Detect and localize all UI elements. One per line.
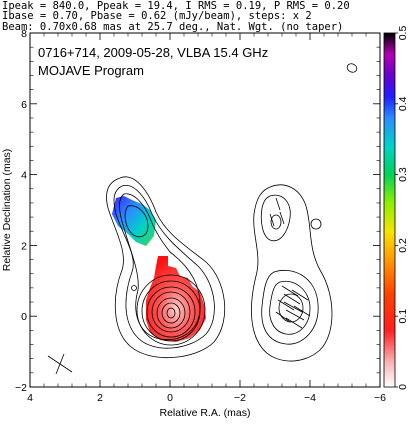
colorbar-tick-label: 0.5 — [397, 26, 409, 41]
panel-title-line-2: MOJAVE Program — [38, 63, 144, 78]
x-tick-label: 2 — [97, 392, 103, 404]
x-tick-label: −2 — [234, 392, 246, 404]
pol-contour-core-2 — [269, 280, 311, 335]
contour-core-1 — [136, 274, 206, 346]
pol-contour-core-1 — [261, 269, 319, 345]
x-tick-label: −6 — [374, 392, 386, 404]
header-line-1: Ipeak = 840.0, Ppeak = 19.4, I RMS = 0.1… — [2, 0, 350, 12]
x-axis-label: Relative R.A. (mas) — [159, 407, 250, 419]
right-contours — [251, 184, 333, 362]
plot-frame — [29, 32, 381, 388]
y-tick-label: 0 — [21, 311, 27, 323]
y-tick-label: 2 — [21, 240, 27, 252]
contour-core-7 — [166, 307, 176, 319]
evpa-stick — [269, 213, 275, 227]
colorbar — [383, 32, 396, 388]
header-line-3: Beam: 0.70x0.68 mas at 25.7 deg., Nat. W… — [2, 21, 343, 33]
colorbar-ticks: 0 0.1 0.2 0.3 0.4 0.5 — [395, 26, 409, 390]
x-tick-label: 4 — [27, 392, 33, 404]
evpa-stick — [279, 211, 285, 225]
pol-contour-core-3 — [278, 293, 304, 323]
panel-title-line-1: 0716+714, 2009-05-28, VLBA 15.4 GHz — [38, 45, 268, 60]
y-tick-label: 8 — [21, 28, 27, 40]
evpa-stick — [275, 197, 281, 211]
header-line-2: Ibase = 0.70, Pbase = 0.62 (mJy/beam), s… — [2, 10, 312, 22]
evpa-vectors — [269, 197, 311, 329]
beam-ellipse — [346, 63, 358, 73]
x-tick-label: −4 — [304, 392, 316, 404]
colorbar-tick-label: 0.4 — [397, 96, 409, 111]
colorbar-tick-label: 0.3 — [397, 167, 409, 182]
evpa-stick — [285, 317, 303, 329]
contour-core-4 — [151, 291, 191, 333]
left-contours — [106, 176, 226, 358]
evpa-stick — [291, 289, 309, 301]
evpa-stick — [283, 293, 301, 305]
contour-small — [131, 285, 137, 291]
contour-jet-knot — [124, 205, 149, 238]
contour-3 — [119, 193, 201, 341]
contour-2 — [113, 185, 215, 349]
evpa-stick — [275, 311, 291, 323]
pol-contour-side — [310, 218, 322, 230]
evpa-stick — [283, 301, 303, 313]
x-axis-ticks: 4 2 0 −2 −4 −6 — [27, 33, 386, 404]
evpa-stick — [293, 305, 311, 317]
contour-outer — [106, 176, 226, 358]
y-tick-label: −2 — [15, 382, 27, 394]
contour-core-6 — [161, 302, 181, 324]
colorbar-tick-label: 0.1 — [397, 309, 409, 324]
colorbar-tick-label: 0.2 — [397, 238, 409, 253]
contour-core-2 — [141, 280, 201, 342]
x-tick-label: 0 — [167, 392, 173, 404]
contour-core-3 — [146, 286, 196, 338]
y-tick-label: 4 — [21, 170, 27, 182]
evpa-stick — [281, 285, 299, 297]
pol-contour-jet-inner — [270, 214, 282, 230]
y-axis-label: Relative Declination (mas) — [1, 149, 13, 272]
evpa-stick — [285, 309, 305, 321]
y-tick-label: 6 — [21, 99, 27, 111]
beam-cross — [47, 353, 73, 375]
contour-core-5 — [156, 297, 186, 329]
evpa-stick — [277, 299, 295, 311]
colorbar-tick-label: 0 — [397, 384, 409, 390]
y-axis-ticks: −2 0 2 4 6 8 — [15, 28, 380, 394]
pol-contour-outer — [251, 184, 333, 362]
pol-contour-jet — [260, 194, 291, 242]
plot-content — [47, 63, 358, 375]
